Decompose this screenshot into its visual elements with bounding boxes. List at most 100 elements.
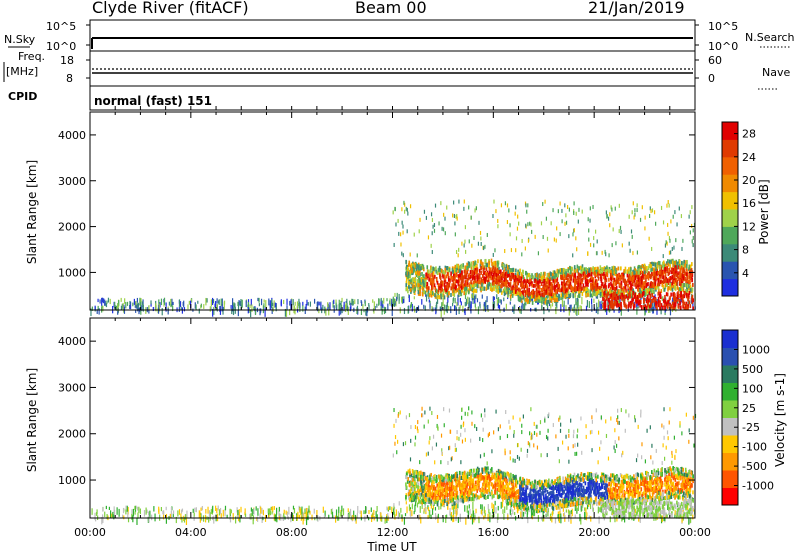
rti-cell — [474, 303, 476, 308]
rti-cell — [504, 282, 507, 287]
rti-cell — [553, 287, 556, 292]
rti-cell — [473, 288, 476, 293]
rti-cell — [487, 279, 489, 284]
rti-cell — [275, 514, 277, 521]
rti-cell — [683, 306, 686, 311]
rti-cell — [409, 274, 412, 279]
rti-cell — [644, 297, 646, 302]
rti-cell — [531, 515, 533, 520]
rti-cell — [618, 298, 620, 306]
rti-cell — [653, 276, 656, 281]
rti-cell — [648, 298, 651, 303]
rti-cell — [547, 502, 550, 507]
rti-cell — [317, 301, 319, 306]
rti-cell — [450, 286, 452, 291]
rti-cell — [510, 500, 513, 508]
rti-cell — [209, 512, 211, 521]
rti-cell — [655, 272, 658, 277]
rti-cell — [208, 516, 210, 523]
rti-cell — [503, 277, 506, 282]
rti-cell — [660, 308, 662, 315]
rti-cell — [233, 302, 235, 308]
rti-cell — [514, 279, 517, 284]
rti-cell — [521, 294, 523, 299]
rti-cell — [636, 284, 639, 289]
rti-cell — [387, 513, 389, 518]
rti-cell — [468, 205, 470, 210]
rti-cell — [672, 263, 674, 268]
rti-cell — [313, 508, 315, 514]
rti-cell — [467, 290, 470, 295]
rti-cell — [423, 209, 426, 214]
rti-cell — [444, 231, 446, 236]
rti-cell — [616, 275, 618, 280]
rti-cell — [510, 273, 513, 278]
rti-cell — [671, 260, 674, 265]
rti-cell — [580, 270, 582, 275]
rti-cell — [436, 280, 439, 285]
rti-cell — [551, 286, 554, 291]
rti-cell — [417, 305, 420, 311]
rti-cell — [601, 250, 603, 255]
rti-cell — [648, 301, 650, 309]
rti-cell — [671, 267, 673, 272]
rti-cell — [436, 478, 439, 483]
rti-cell — [126, 301, 129, 306]
rti-cell — [508, 289, 511, 294]
rti-cell — [448, 283, 450, 288]
rti-cell — [264, 309, 266, 317]
rti-cell — [631, 234, 633, 239]
rti-cell — [555, 273, 558, 278]
rti-cell — [205, 508, 207, 514]
rti-cell — [653, 303, 655, 307]
rti-cell — [565, 276, 568, 281]
rti-cell — [565, 492, 568, 497]
rti-cell — [460, 292, 462, 297]
rti-cell — [154, 513, 156, 522]
rti-cell — [538, 274, 541, 279]
rti-cell — [592, 277, 595, 282]
rti-cell — [685, 266, 688, 271]
rti-cell — [430, 243, 432, 248]
rti-cell — [115, 305, 118, 311]
rti-cell — [482, 280, 485, 285]
rti-cell — [467, 264, 470, 269]
rti-cell — [547, 299, 550, 304]
rti-cell — [407, 271, 410, 276]
rti-cell — [158, 506, 160, 513]
rti-cell — [524, 302, 526, 308]
rti-cell — [493, 296, 495, 300]
rti-cell — [446, 205, 448, 210]
rti-cell — [587, 292, 589, 297]
rti-cell — [612, 295, 615, 300]
rti-cell — [503, 288, 506, 293]
rti-cell — [599, 288, 602, 293]
rti-cell — [502, 288, 505, 293]
rti-cell — [471, 272, 474, 277]
rti-cell — [459, 289, 461, 294]
rti-cell — [519, 292, 521, 297]
rti-cell — [622, 501, 624, 508]
rti-cell — [101, 297, 104, 303]
rti-cell — [661, 517, 663, 522]
rti-cell — [482, 265, 484, 270]
rti-cell — [467, 276, 470, 281]
rti-cell — [569, 281, 572, 286]
rti-cell — [218, 509, 221, 516]
rti-cell — [458, 286, 460, 291]
rti-cell — [414, 479, 416, 484]
rti-cell — [664, 285, 667, 290]
rti-cell — [662, 220, 665, 225]
rti-cell — [602, 271, 604, 276]
rti-cell — [580, 483, 583, 488]
rti-cell — [574, 293, 577, 298]
rti-cell — [431, 250, 433, 255]
rti-cell — [651, 508, 654, 514]
rti-cell — [283, 513, 285, 518]
rti-cell — [397, 511, 400, 520]
rti-cell — [453, 266, 456, 271]
rti-cell — [605, 285, 608, 290]
rti-cell — [488, 260, 491, 265]
rti-cell — [642, 285, 644, 290]
rti-cell — [158, 303, 160, 312]
